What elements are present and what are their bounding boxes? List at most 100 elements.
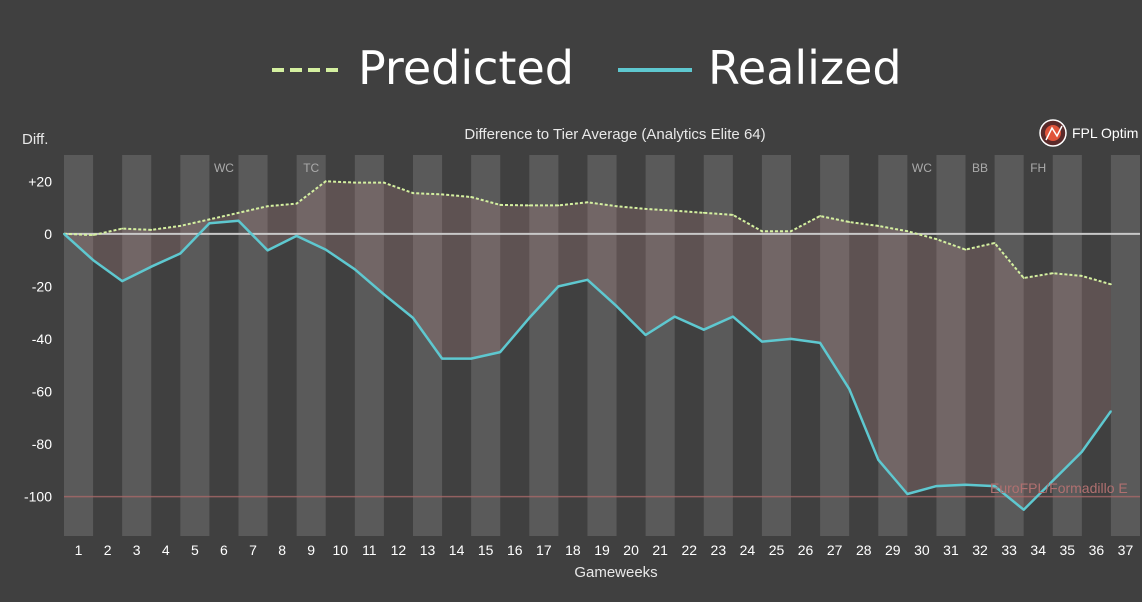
x-tick-label: 6 <box>220 542 228 558</box>
gameweek-band-31 <box>936 155 966 536</box>
x-tick-label: 37 <box>1118 542 1134 558</box>
realized-point-24 <box>731 315 734 318</box>
realized-point-6 <box>208 222 211 225</box>
chart-title: Difference to Tier Average (Analytics El… <box>464 126 765 143</box>
realized-point-35 <box>1051 479 1054 482</box>
realized-point-12 <box>382 293 385 296</box>
realized-point-10 <box>324 248 327 251</box>
gameweek-band-11 <box>354 155 384 536</box>
predicted-point-29 <box>877 225 880 227</box>
predicted-point-10 <box>324 180 327 183</box>
gameweek-band-7 <box>238 155 268 536</box>
predicted-point-37 <box>1110 283 1112 286</box>
x-tick-label: 25 <box>769 542 785 558</box>
realized-point-14 <box>441 357 443 360</box>
gameweek-band-19 <box>587 155 617 536</box>
x-axis-ticks: 1 2 3 4 5 6 7 8 9 10 11 12 13 14 15 16 17 18 19 20 21 22 23 24 2… <box>75 542 1134 558</box>
realized-point-18 <box>557 285 560 288</box>
x-tick-label: 7 <box>249 542 257 558</box>
x-tick-label: 30 <box>914 542 930 558</box>
predicted-point-26 <box>790 230 792 233</box>
realized-point-13 <box>412 317 414 319</box>
x-tick-label: 19 <box>594 542 610 558</box>
predicted-point-16 <box>499 204 502 206</box>
x-tick-label: 33 <box>1001 542 1017 558</box>
x-tick-label: 12 <box>391 542 407 558</box>
x-tick-label: 22 <box>681 542 697 558</box>
gameweek-band-21 <box>645 155 675 536</box>
gameweek-band-29 <box>878 155 908 536</box>
realized-point-32 <box>964 483 967 486</box>
predicted-point-20 <box>615 205 618 208</box>
x-tick-label: 27 <box>827 542 843 558</box>
x-axis-label: Gameweeks <box>574 564 657 581</box>
x-tick-label: 32 <box>972 542 988 558</box>
gameweek-band-17 <box>529 155 559 536</box>
difference-fill-area <box>64 181 1111 510</box>
realized-point-21 <box>644 334 647 336</box>
predicted-point-11 <box>353 181 356 184</box>
x-tick-label: 13 <box>420 542 436 558</box>
predicted-point-21 <box>644 207 647 210</box>
gameweek-band-27 <box>820 155 850 536</box>
x-tick-label: 15 <box>478 542 494 558</box>
y-tick-label: -40 <box>32 331 52 347</box>
realized-point-15 <box>470 357 473 360</box>
realized-point-28 <box>848 387 851 390</box>
realized-point-2 <box>92 259 94 262</box>
realized-point-7 <box>237 219 240 222</box>
y-tick-label: -60 <box>32 383 52 399</box>
gameweek-band-25 <box>761 155 792 536</box>
watermark: EuroFPL/Formadillo E <box>990 480 1128 496</box>
predicted-point-14 <box>441 193 443 196</box>
y-tick-label: +20 <box>28 173 52 189</box>
legend-realized-label: Realized <box>708 41 902 95</box>
realized-point-4 <box>150 265 153 268</box>
x-tick-label: 16 <box>507 542 523 558</box>
realized-point-23 <box>702 328 705 331</box>
x-tick-label: 20 <box>623 542 639 558</box>
x-tick-label: 26 <box>798 542 814 558</box>
realized-point-9 <box>295 235 298 237</box>
predicted-point-27 <box>819 215 822 217</box>
realized-point-8 <box>266 249 269 252</box>
legend: Predicted Realized <box>272 41 902 95</box>
x-tick-label: 28 <box>856 542 872 558</box>
realized-point-11 <box>353 268 356 271</box>
series-lines <box>63 180 1112 511</box>
predicted-point-36 <box>1080 274 1083 277</box>
realized-point-31 <box>935 485 938 487</box>
chip-label-tc-gw9: TC <box>303 161 319 175</box>
chip-label-fh-gw34: FH <box>1030 161 1046 175</box>
chip-label-wc-gw6: WC <box>214 161 234 175</box>
predicted-point-22 <box>673 209 676 212</box>
x-tick-label: 11 <box>362 542 377 558</box>
realized-point-36 <box>1080 451 1083 453</box>
predicted-point-25 <box>761 230 763 233</box>
y-tick-label: -20 <box>32 278 52 294</box>
predicted-point-12 <box>382 181 385 184</box>
realized-point-20 <box>615 305 618 307</box>
predicted-point-23 <box>702 211 705 214</box>
legend-predicted-label: Predicted <box>358 41 574 95</box>
x-tick-label: 14 <box>449 542 465 558</box>
predicted-point-32 <box>964 248 967 251</box>
predicted-point-24 <box>731 214 734 216</box>
predicted-point-6 <box>208 218 211 221</box>
y-axis-label: Diff. <box>22 131 48 148</box>
realized-point-3 <box>121 280 124 283</box>
x-tick-label: 17 <box>536 542 552 558</box>
x-tick-label: 36 <box>1089 542 1105 558</box>
gameweek-band-1 <box>64 155 94 536</box>
x-tick-label: 3 <box>133 542 141 558</box>
fpl-optimized-logo: FPL Optim <box>1039 119 1138 147</box>
realized-point-26 <box>790 338 792 340</box>
x-tick-label: 4 <box>162 542 170 558</box>
predicted-point-15 <box>470 196 473 198</box>
brand-text: FPL Optim <box>1072 125 1138 141</box>
predicted-point-7 <box>237 211 240 214</box>
x-tick-label: 21 <box>652 542 668 558</box>
realized-point-1 <box>63 232 65 235</box>
realized-point-30 <box>906 493 909 495</box>
predicted-point-18 <box>557 204 560 207</box>
